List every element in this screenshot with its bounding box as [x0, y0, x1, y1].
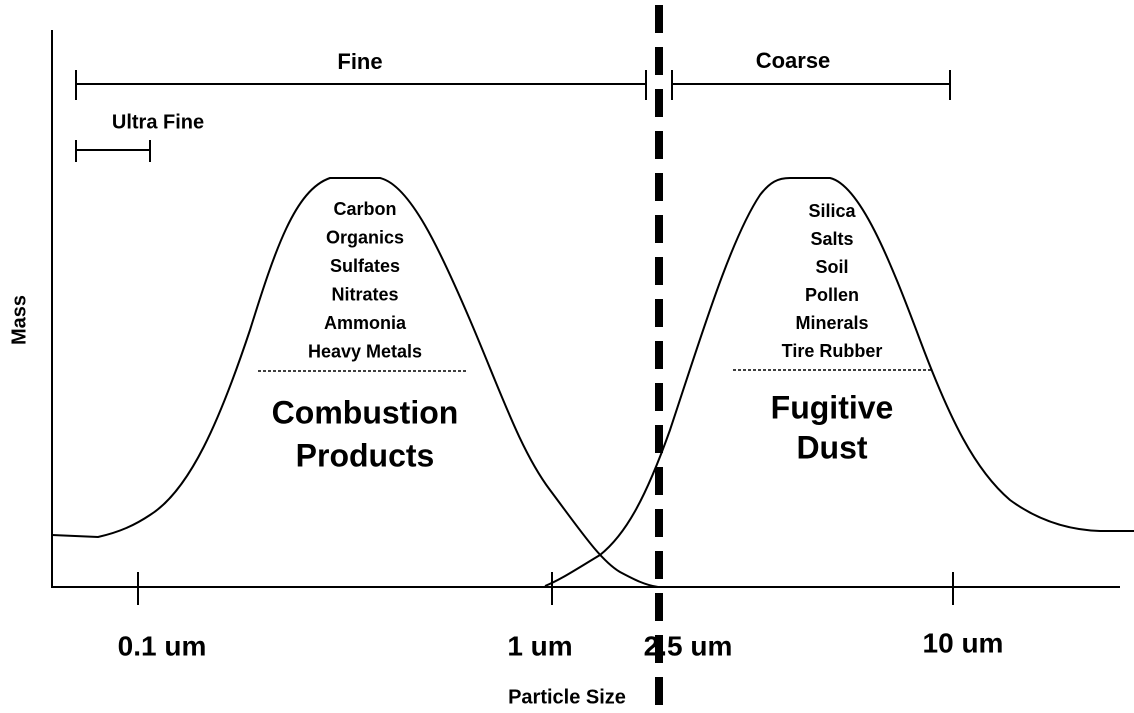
mode-item: Carbon [334, 199, 397, 219]
mode-item: Sulfates [330, 256, 400, 276]
x-tick-label: 1 um [507, 630, 572, 661]
coarse-bracket [671, 70, 951, 100]
x-tick-label: 10 um [923, 627, 1004, 658]
range-label: Fine [337, 49, 382, 74]
mode-title: Fugitive [771, 389, 894, 425]
mode-title: Products [296, 437, 435, 473]
fine-bracket [75, 70, 647, 100]
mode-title: Dust [796, 429, 867, 465]
mode-item: Salts [810, 229, 853, 249]
mode-item: Pollen [805, 285, 859, 305]
x-tick-label: 2.5 um [644, 630, 733, 661]
range-label: Coarse [756, 48, 831, 73]
mode-item: Silica [808, 201, 856, 221]
ultra-fine-bracket [75, 140, 151, 162]
mode-title: Combustion [272, 394, 459, 430]
mode-item: Ammonia [324, 313, 407, 333]
range-label: Ultra Fine [112, 111, 204, 133]
mode-item: Heavy Metals [308, 341, 422, 361]
mode-item: Tire Rubber [782, 341, 883, 361]
x-tick-label: 0.1 um [118, 630, 207, 661]
mode-item: Nitrates [331, 284, 398, 304]
mode-item: Soil [815, 257, 848, 277]
y-label: Mass [8, 295, 30, 345]
fine-curve [51, 177, 659, 588]
mode-item: Minerals [795, 313, 868, 333]
x-ticks [137, 572, 954, 605]
mode-item: Organics [326, 227, 404, 247]
coarse-curve [544, 177, 1134, 587]
x-label: Particle Size [508, 686, 626, 708]
